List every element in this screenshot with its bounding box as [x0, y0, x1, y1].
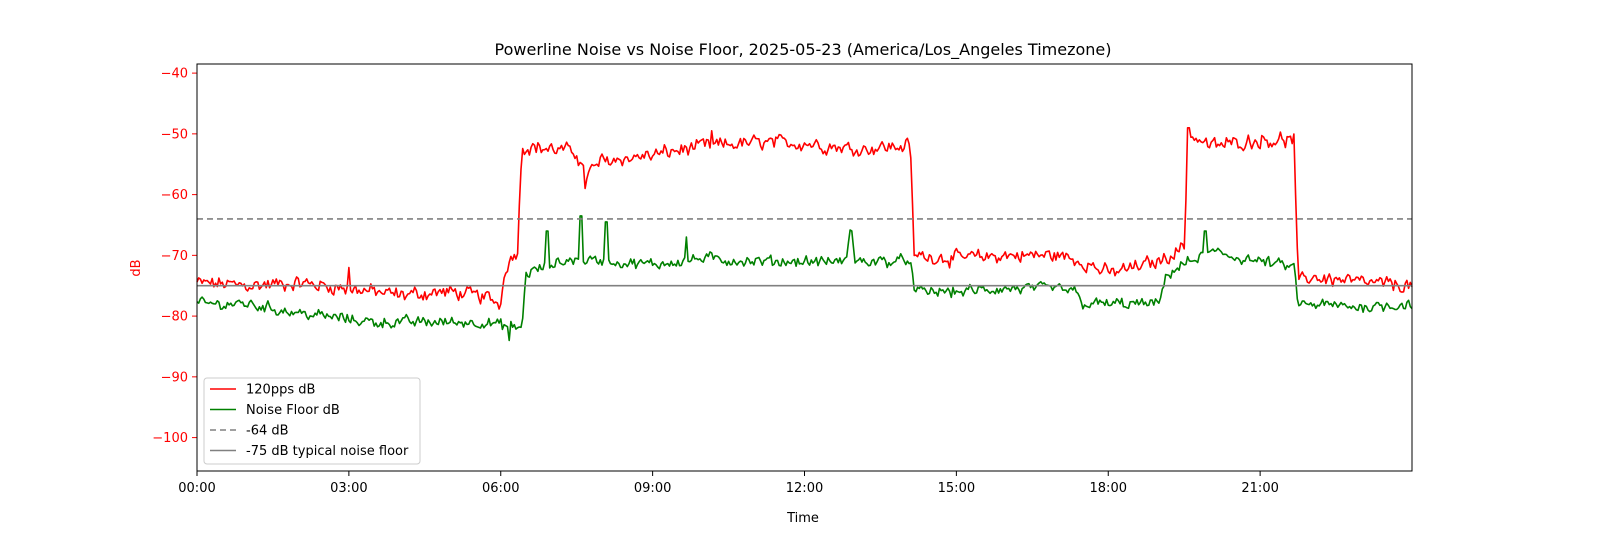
- y-tick-label: −50: [161, 127, 188, 142]
- x-axis-label: Time: [786, 511, 819, 526]
- y-tick-label: −100: [152, 431, 188, 446]
- x-tick-label: 03:00: [330, 481, 367, 496]
- x-tick-label: 00:00: [178, 481, 215, 496]
- x-tick-label: 21:00: [1241, 481, 1278, 496]
- chart-title: Powerline Noise vs Noise Floor, 2025-05-…: [495, 40, 1112, 60]
- x-tick-label: 12:00: [786, 481, 823, 496]
- y-tick-label: −40: [161, 67, 188, 82]
- legend-label-2: Noise Floor dB: [246, 403, 340, 418]
- y-axis-label: dB: [129, 259, 144, 276]
- series-layer: [196, 127, 1413, 342]
- plot-frame: [196, 63, 1413, 472]
- legend-box: [203, 377, 421, 465]
- y-tick-label: −90: [161, 370, 188, 385]
- legend-label-3: -64 dB: [246, 424, 289, 439]
- x-tick-label: 09:00: [634, 481, 671, 496]
- series-line-1: [196, 127, 1413, 310]
- y-tick-label: −70: [161, 249, 188, 264]
- legend: 120pps dB Noise Floor dB -64 dB -75 dB typi…: [203, 377, 421, 465]
- y-tick-label: −60: [161, 188, 188, 203]
- y-tick-label: −80: [161, 310, 188, 325]
- x-tick-label: 15:00: [938, 481, 975, 496]
- ticks-layer: 00:00 03:00 06:00 09:00 12:00 15:00 18:00 21:00…: [152, 67, 1279, 496]
- x-tick-label: 18:00: [1090, 481, 1127, 496]
- legend-label-1: 120pps dB: [246, 383, 315, 398]
- x-tick-label: 06:00: [482, 481, 519, 496]
- series-line-2: [196, 215, 1413, 342]
- legend-label-4: -75 dB typical noise floor: [246, 444, 409, 459]
